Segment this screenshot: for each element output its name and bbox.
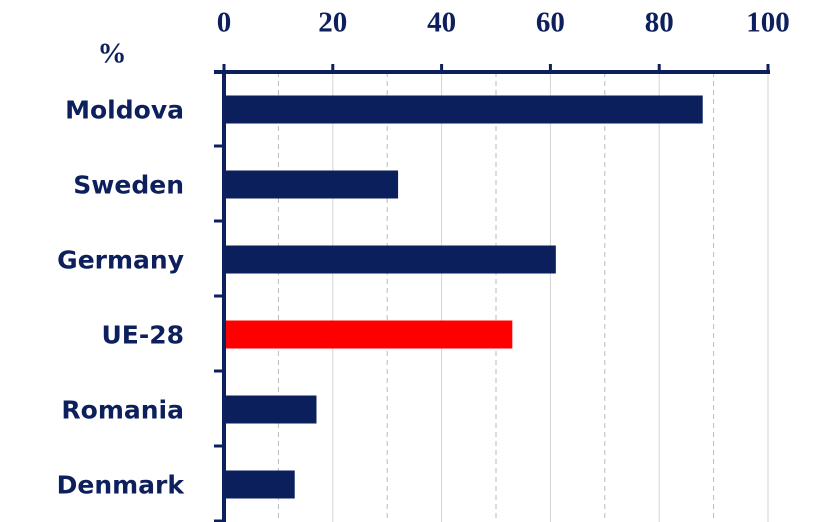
y-tick-label: Denmark — [57, 471, 186, 500]
x-tick-label: 80 — [645, 7, 674, 39]
y-tick-label: Germany — [57, 246, 184, 275]
y-tick-label: Romania — [61, 396, 184, 425]
bar — [224, 395, 317, 424]
bar — [224, 170, 399, 199]
x-tick-label: 20 — [318, 7, 347, 39]
x-tick-label: 100 — [746, 7, 790, 39]
y-tick-label: Sweden — [73, 171, 184, 200]
axis-label: % — [98, 38, 127, 70]
bar — [224, 245, 556, 274]
x-tick-label: 60 — [536, 7, 565, 39]
y-tick-label: Moldova — [65, 96, 184, 125]
y-tick-label: UE-28 — [101, 321, 184, 350]
bar — [224, 470, 295, 499]
bar — [224, 95, 703, 124]
bar — [224, 320, 513, 349]
x-tick-label: 40 — [427, 7, 456, 39]
x-tick-label: 0 — [217, 7, 232, 39]
